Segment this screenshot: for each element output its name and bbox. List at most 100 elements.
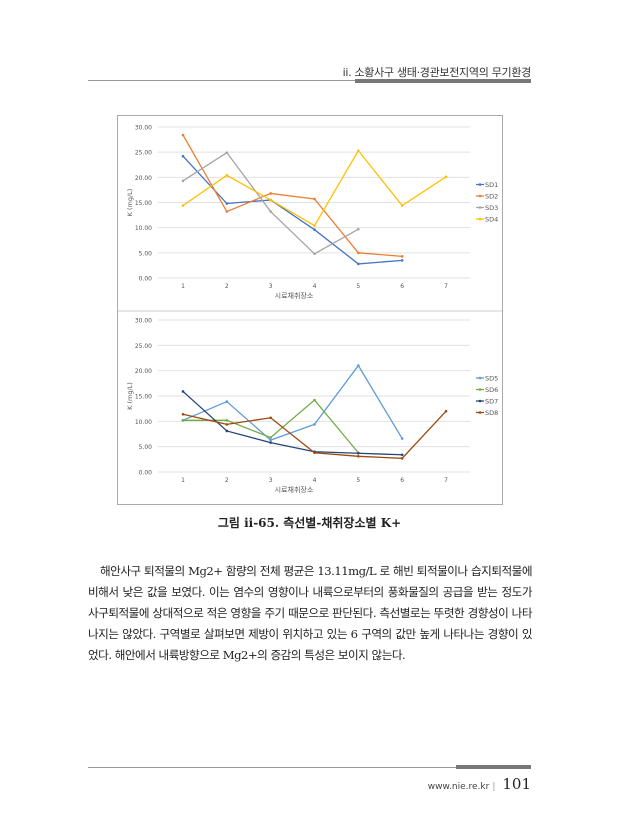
x-axis-label: 시료채취장소 bbox=[275, 485, 314, 494]
data-point bbox=[269, 416, 272, 420]
footer-url: www.nie.re.kr bbox=[427, 782, 490, 792]
data-point bbox=[225, 400, 229, 403]
x-tick-label: 7 bbox=[444, 283, 448, 290]
y-tick-label: 30.00 bbox=[135, 125, 152, 132]
data-point bbox=[400, 453, 404, 457]
legend-label: SD6 bbox=[485, 386, 498, 394]
x-tick-label: 5 bbox=[356, 477, 360, 484]
x-tick-label: 7 bbox=[444, 477, 448, 484]
y-tick-label: 0.00 bbox=[139, 470, 153, 477]
figure-charts: 0.00 5.00 10.00 15.00 20.00 25.00 30.00 1 2 3 4 5 6 7… bbox=[117, 115, 503, 505]
data-point bbox=[225, 419, 229, 422]
y-tick-label: 10.00 bbox=[135, 225, 152, 232]
y-tick-label: 10.00 bbox=[135, 419, 152, 426]
data-point bbox=[400, 457, 404, 460]
series-line-sd6 bbox=[183, 399, 359, 454]
data-point bbox=[225, 423, 229, 426]
series-line-sd7 bbox=[182, 390, 403, 456]
y-axis-label: K (mg/L) bbox=[126, 189, 134, 217]
series-line-sd3 bbox=[182, 151, 359, 255]
data-point bbox=[313, 228, 316, 231]
data-point bbox=[313, 224, 316, 227]
x-tick-label: 3 bbox=[269, 283, 273, 290]
footer-bar bbox=[456, 765, 531, 769]
legend-label: SD7 bbox=[485, 397, 498, 405]
data-point bbox=[269, 438, 272, 442]
y-tick-label: 25.00 bbox=[135, 150, 152, 157]
data-point bbox=[313, 451, 316, 455]
data-point bbox=[400, 259, 404, 262]
y-tick-label: 20.00 bbox=[135, 368, 152, 375]
legend-label: SD1 bbox=[485, 181, 498, 189]
legend-label: SD4 bbox=[485, 215, 498, 223]
x-tick-label: 2 bbox=[225, 477, 229, 484]
data-point bbox=[400, 204, 404, 207]
data-point bbox=[357, 262, 360, 266]
data-point bbox=[181, 419, 185, 422]
y-tick-label: 15.00 bbox=[135, 200, 152, 207]
data-point bbox=[400, 437, 404, 440]
legend-label: SD5 bbox=[485, 374, 498, 382]
y-tick-label: 30.00 bbox=[135, 318, 152, 325]
data-point bbox=[181, 204, 185, 207]
data-point bbox=[225, 151, 229, 154]
series-line-sd2 bbox=[182, 134, 403, 258]
data-point bbox=[400, 255, 404, 258]
data-point bbox=[181, 133, 185, 137]
legend-label: SD3 bbox=[485, 204, 498, 212]
legend-label: SD2 bbox=[485, 192, 498, 200]
data-point bbox=[181, 179, 185, 183]
data-point bbox=[357, 227, 360, 231]
y-tick-label: 20.00 bbox=[135, 175, 152, 182]
x-tick-label: 1 bbox=[181, 283, 185, 290]
legend-marker bbox=[478, 376, 482, 380]
data-point bbox=[269, 210, 272, 213]
paragraph: 해안사구 퇴적물의 Mg2+ 함량의 전체 평균은 13.11mg/L 로 해빈… bbox=[88, 564, 533, 662]
data-point bbox=[357, 251, 360, 255]
x-tick-label: 6 bbox=[400, 283, 404, 290]
x-tick-label: 2 bbox=[225, 283, 229, 290]
data-point bbox=[269, 198, 272, 202]
x-axis-label: 시료채취장소 bbox=[275, 291, 314, 300]
series-line-sd1 bbox=[182, 155, 403, 265]
figure-caption: 그림 ii-65. 측선별-채취장소별 K+ bbox=[217, 516, 402, 530]
legend-marker bbox=[478, 399, 482, 403]
series-line-sd5 bbox=[182, 364, 403, 441]
data-point bbox=[269, 441, 272, 444]
y-tick-label: 0.00 bbox=[139, 276, 153, 283]
data-point bbox=[181, 390, 185, 393]
header-bar bbox=[355, 79, 531, 83]
legend-marker bbox=[478, 194, 482, 198]
legend-marker bbox=[478, 183, 482, 186]
legend-label: SD8 bbox=[485, 409, 498, 417]
x-tick-label: 6 bbox=[400, 477, 404, 484]
x-tick-label: 5 bbox=[356, 283, 360, 290]
legend-marker bbox=[478, 411, 482, 414]
running-header: ii. 소황사구 생태·경관보전지역의 무기환경 bbox=[342, 66, 532, 79]
data-point bbox=[313, 197, 316, 201]
page-number: 101 bbox=[502, 775, 531, 793]
data-point bbox=[444, 175, 448, 179]
x-tick-label: 1 bbox=[181, 477, 185, 484]
data-point bbox=[313, 398, 316, 402]
legend-marker bbox=[478, 388, 482, 391]
data-point bbox=[357, 149, 360, 152]
data-point bbox=[225, 429, 229, 433]
data-point bbox=[269, 192, 272, 195]
y-tick-label: 25.00 bbox=[135, 343, 152, 350]
footer-rule bbox=[88, 767, 531, 768]
legend-marker bbox=[478, 206, 482, 209]
x-tick-label: 4 bbox=[313, 283, 317, 290]
data-point bbox=[181, 154, 185, 158]
data-point bbox=[357, 364, 360, 367]
data-point bbox=[313, 423, 316, 426]
data-point bbox=[444, 409, 448, 413]
footer: www.nie.re.kr | 101 bbox=[427, 775, 531, 793]
data-point bbox=[313, 252, 316, 256]
y-tick-label: 15.00 bbox=[135, 394, 152, 401]
x-tick-label: 3 bbox=[269, 477, 273, 484]
series-line-sd4 bbox=[182, 149, 447, 227]
data-point bbox=[225, 202, 229, 205]
